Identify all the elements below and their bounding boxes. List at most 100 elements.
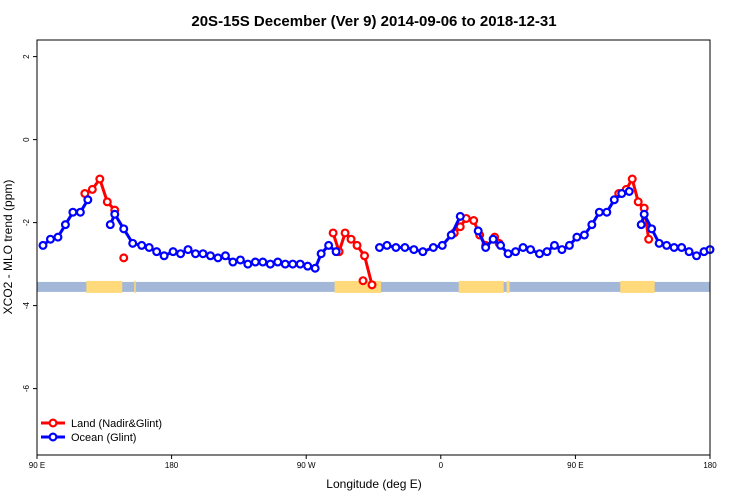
ocean-data-point: [549, 240, 559, 250]
ocean-series: [38, 186, 715, 273]
land-data-point: [87, 184, 97, 194]
ocean-data-point: [579, 230, 589, 240]
ocean-data-point: [518, 243, 528, 253]
ocean-data-point: [53, 232, 63, 242]
ocean-data-point: [235, 255, 245, 265]
land-data-point: [469, 216, 479, 226]
ocean-data-point: [594, 207, 604, 217]
land-surface-segment: [134, 280, 136, 293]
ocean-data-point: [243, 259, 253, 269]
ocean-data-point: [557, 245, 567, 255]
ocean-data-point: [128, 238, 138, 248]
ocean-data-point: [295, 259, 305, 269]
ocean-data-point: [183, 245, 193, 255]
ocean-data-point: [654, 238, 664, 248]
ocean-data-point: [258, 257, 268, 267]
ocean-data-point: [572, 232, 582, 242]
land-series: [80, 174, 654, 290]
ocean-data-point: [481, 243, 491, 253]
ocean-data-point: [692, 251, 702, 261]
ocean-series-line: [379, 215, 462, 254]
land-legend-marker: [48, 418, 58, 428]
land-data-point: [367, 280, 377, 290]
ocean-data-point: [662, 240, 672, 250]
ocean-data-point: [191, 249, 201, 259]
x-tick-label: 0: [439, 461, 444, 470]
land-surface-segment: [506, 280, 510, 293]
x-axis-label: Longitude (deg E): [326, 477, 421, 491]
ocean-data-point: [428, 243, 438, 253]
ocean-data-point: [119, 224, 129, 234]
land-data-point: [352, 240, 362, 250]
ocean-data-point: [168, 247, 178, 257]
legend: Land (Nadir&Glint) Ocean (Glint): [41, 418, 162, 444]
ocean-data-point: [669, 243, 679, 253]
land-surface-segment: [458, 280, 504, 293]
ocean-data-point: [587, 220, 597, 230]
land-data-point: [360, 251, 370, 261]
ocean-data-point: [446, 230, 456, 240]
land-data-point: [340, 228, 350, 238]
ocean-data-point: [152, 247, 162, 257]
ocean-data-point: [624, 186, 634, 196]
land-data-point: [102, 197, 112, 207]
plot-frame: [36, 39, 711, 456]
ocean-data-point: [564, 240, 574, 250]
ocean-data-point: [496, 240, 506, 250]
plot-series: [38, 174, 715, 290]
ocean-data-point: [303, 261, 313, 271]
ocean-data-point: [68, 207, 78, 217]
ocean-data-point: [639, 209, 649, 219]
ocean-data-point: [391, 243, 401, 253]
ocean-data-point: [288, 259, 298, 269]
ocean-data-point: [437, 240, 447, 250]
ocean-data-point: [617, 189, 627, 199]
ocean-data-point: [526, 245, 536, 255]
x-tick-label: 180: [165, 461, 179, 470]
ocean-data-point: [205, 251, 215, 261]
ocean-data-point: [280, 259, 290, 269]
ocean-data-point: [409, 245, 419, 255]
ocean-data-point: [213, 253, 223, 263]
ocean-data-point: [110, 209, 120, 219]
ocean-data-point: [250, 257, 260, 267]
land-surface-segment: [620, 280, 655, 293]
ocean-data-point: [316, 249, 326, 259]
ocean-data-point: [374, 243, 384, 253]
y-tick-label: -4: [22, 301, 31, 309]
ocean-data-point: [45, 234, 55, 244]
land-surface-segment: [86, 280, 123, 293]
ocean-data-point: [535, 249, 545, 259]
ocean-data-point: [75, 207, 85, 217]
y-axis: 2 0 -2 -4 -6: [22, 54, 37, 392]
ocean-data-point: [38, 240, 48, 250]
land-series-line: [84, 175, 116, 212]
ocean-data-point: [60, 220, 70, 230]
ocean-data-point: [144, 243, 154, 253]
ocean-data-point: [503, 249, 513, 259]
x-tick-label: 90 E: [567, 461, 583, 470]
ocean-data-point: [273, 257, 283, 267]
y-tick-label: -6: [22, 384, 31, 392]
ocean-data-point: [159, 251, 169, 261]
land-data-point: [346, 234, 356, 244]
x-tick-label: 180: [703, 461, 717, 470]
x-axis: 90 E 180 90 W 0 90 E 180: [29, 455, 717, 470]
ocean-data-point: [455, 211, 465, 221]
ocean-data-point: [609, 195, 619, 205]
chart-title: 20S-15S December (Ver 9) 2014-09-06 to 2…: [191, 13, 556, 30]
ocean-data-point: [105, 220, 115, 230]
ocean-data-point: [382, 240, 392, 250]
ocean-data-point: [176, 249, 186, 259]
ocean-data-point: [400, 243, 410, 253]
land-data-point: [358, 276, 368, 286]
ocean-data-point: [488, 234, 498, 244]
y-tick-label: 0: [22, 137, 31, 142]
ocean-data-point: [198, 249, 208, 259]
ocean-data-point: [137, 240, 147, 250]
y-tick-label: 2: [22, 54, 31, 59]
land-legend-label: Land (Nadir&Glint): [71, 418, 162, 430]
ocean-data-point: [677, 243, 687, 253]
ocean-data-point: [310, 263, 320, 273]
ocean-data-point: [647, 224, 657, 234]
